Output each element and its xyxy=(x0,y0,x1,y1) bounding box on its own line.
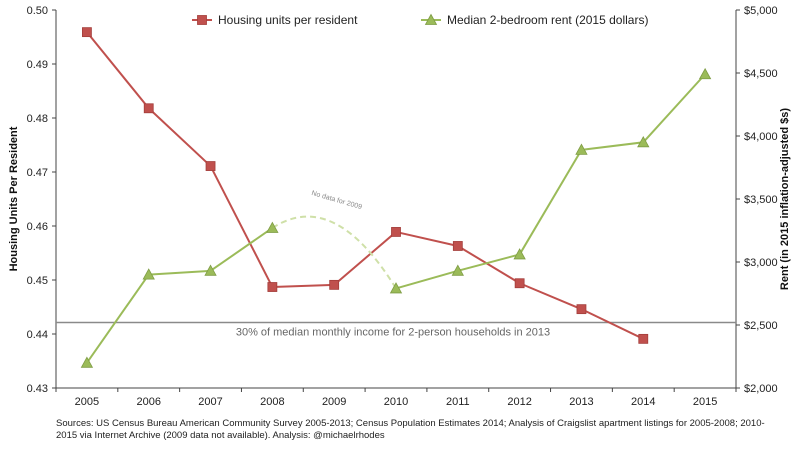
series-line-segment xyxy=(86,31,150,109)
y2-tick-label: $3,500 xyxy=(744,194,778,206)
data-point-square xyxy=(638,333,649,344)
data-point-square xyxy=(514,278,525,289)
x-tick-label: 2012 xyxy=(507,396,531,408)
data-point-square xyxy=(143,103,154,114)
series-line-segment xyxy=(272,283,335,289)
series-gap-arc xyxy=(271,215,397,289)
data-point-square xyxy=(205,161,216,171)
legend-marker-triangle xyxy=(424,13,438,25)
data-point-triangle xyxy=(513,248,526,260)
data-point-triangle xyxy=(698,67,712,80)
data-point-triangle xyxy=(451,264,464,276)
legend-marker-square xyxy=(197,15,207,25)
series-1: No data for 2009 xyxy=(80,67,712,368)
y2-tick-label: $5,000 xyxy=(744,5,778,17)
data-point-square xyxy=(267,282,278,292)
y2-tick-label: $3,000 xyxy=(744,257,778,269)
series-line-segment xyxy=(519,282,582,311)
x-tick-label: 2010 xyxy=(384,396,408,408)
series-line-segment xyxy=(395,269,459,290)
y-tick-label: 0.50 xyxy=(27,5,48,17)
x-tick-label: 2008 xyxy=(260,396,284,408)
x-tick-label: 2009 xyxy=(322,396,346,408)
y2-tick-label: $2,000 xyxy=(744,383,778,395)
y2-axis-title: Rent (in 2015 inflation-adjusted $s) xyxy=(779,108,791,290)
x-tick-label: 2013 xyxy=(569,396,593,408)
y-axis-title: Housing Units Per Resident xyxy=(8,126,20,271)
x-tick-label: 2005 xyxy=(75,396,99,408)
legend-label: Housing units per resident xyxy=(218,13,358,27)
data-point-triangle xyxy=(637,135,650,148)
data-point-square xyxy=(82,27,92,38)
series-line-segment xyxy=(518,149,583,255)
series-line-segment xyxy=(86,274,150,364)
data-point-triangle xyxy=(204,264,217,276)
x-tick-label: 2011 xyxy=(446,396,470,408)
series-line-segment xyxy=(581,308,644,340)
source-note: Sources: US Census Bureau American Commu… xyxy=(56,418,765,441)
data-point-square xyxy=(452,241,463,251)
gap-annotation: No data for 2009 xyxy=(311,190,363,211)
x-tick-label: 2007 xyxy=(198,396,222,408)
legend-item-0: Housing units per resident xyxy=(192,13,358,27)
data-point-square xyxy=(329,279,340,290)
axes: 0.43 0.44 0.45 0.46 0.47 0.48 0.49 0.50 $2,000 $2… xyxy=(8,5,791,408)
y2-tick-label: $4,500 xyxy=(744,68,778,80)
series-line-segment xyxy=(457,253,520,272)
data-point-triangle xyxy=(389,282,403,294)
series-line-segment xyxy=(395,230,459,247)
series-line-segment xyxy=(581,141,644,151)
legend: Housing units per resident Median 2-bedro… xyxy=(192,13,648,27)
series-group: No data for 2009 xyxy=(80,27,712,368)
series-line-segment xyxy=(642,73,706,143)
y-tick-label: 0.46 xyxy=(27,221,48,233)
legend-label: Median 2-bedroom rent (2015 dollars) xyxy=(447,13,648,27)
y-tick-label: 0.43 xyxy=(27,383,48,395)
series-line-segment xyxy=(209,227,273,272)
y-tick-label: 0.48 xyxy=(27,113,48,125)
data-point-square xyxy=(391,227,401,237)
data-point-triangle xyxy=(80,356,94,368)
reference-line-group: 30% of median monthly income for 2-perso… xyxy=(56,321,736,338)
series-0 xyxy=(82,27,649,344)
y-tick-label: 0.47 xyxy=(27,167,48,179)
data-point-square xyxy=(576,304,587,315)
x-tick-label: 2006 xyxy=(136,396,160,408)
x-tick-label: 2014 xyxy=(631,396,655,408)
x-tick-label: 2015 xyxy=(693,396,717,408)
y2-tick-label: $2,500 xyxy=(744,320,778,332)
data-point-triangle xyxy=(575,143,588,155)
y-tick-label: 0.44 xyxy=(27,329,48,341)
y2-tick-label: $4,000 xyxy=(744,131,778,143)
series-line-segment xyxy=(148,269,211,276)
legend-item-1: Median 2-bedroom rent (2015 dollars) xyxy=(421,13,648,27)
data-point-triangle xyxy=(266,221,279,233)
series-line-segment xyxy=(457,245,521,285)
reference-line-label: 30% of median monthly income for 2-perso… xyxy=(236,326,550,338)
y-tick-label: 0.49 xyxy=(27,59,48,71)
data-point-triangle xyxy=(142,268,155,280)
series-line-segment xyxy=(148,107,212,167)
series-line-segment xyxy=(333,231,397,286)
y-tick-label: 0.45 xyxy=(27,275,48,287)
series-line-segment xyxy=(209,165,274,288)
